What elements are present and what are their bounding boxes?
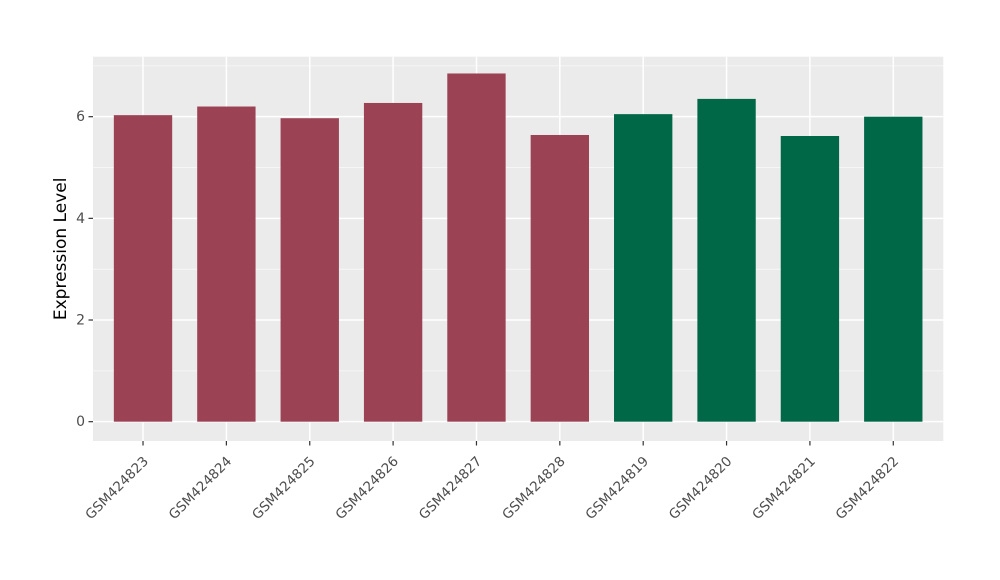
x-tick-label: GSM424827 — [416, 454, 485, 523]
x-tick-label: GSM424828 — [499, 454, 568, 523]
x-tick-label: GSM424825 — [249, 454, 318, 523]
bar-GSM424822 — [864, 116, 923, 422]
x-tick-label: GSM424821 — [749, 454, 818, 523]
bar-GSM424827 — [447, 73, 506, 422]
bar-GSM424828 — [530, 134, 590, 422]
y-tick-label: 4 — [76, 211, 85, 227]
x-tick-label: GSM424826 — [332, 454, 401, 523]
y-tick-label: 0 — [76, 414, 85, 430]
y-axis-title: Expression Level — [51, 178, 71, 321]
x-tick-label: GSM424820 — [666, 454, 735, 523]
bar-GSM424825 — [280, 118, 339, 422]
bar-GSM424826 — [363, 102, 423, 422]
x-tick-label: GSM424823 — [82, 454, 151, 523]
x-tick-label: GSM424824 — [166, 454, 235, 523]
y-tick-label: 2 — [76, 313, 85, 329]
bar-GSM424819 — [614, 114, 673, 422]
x-tick-label: GSM424822 — [833, 454, 902, 523]
bar-GSM424821 — [780, 136, 840, 422]
bar-GSM424820 — [697, 98, 756, 422]
x-tick-label: GSM424819 — [583, 454, 652, 523]
y-tick-label: 6 — [76, 109, 85, 125]
bar-GSM424823 — [113, 115, 173, 422]
bar-GSM424824 — [197, 106, 256, 422]
